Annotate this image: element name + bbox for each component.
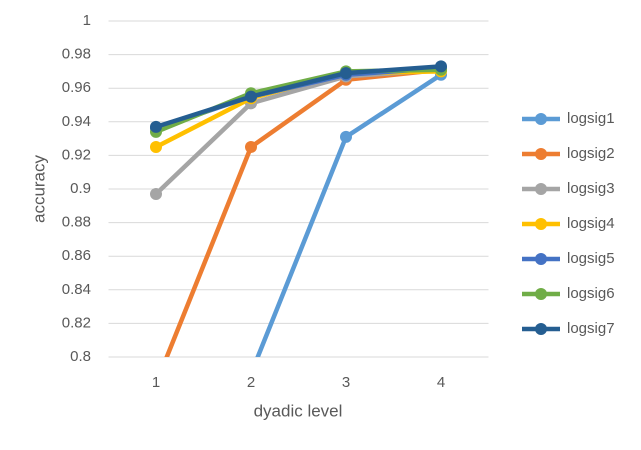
y-tick-label: 0.84 [62,281,91,298]
legend-marker [535,323,547,335]
legend-label: logsig3 [567,180,615,197]
point [340,67,352,80]
point [150,141,162,153]
series-line [155,64,442,129]
legend-label: logsig4 [567,215,615,232]
y-axis-title: accuracy [29,154,48,223]
legend-marker [535,183,547,195]
point [150,120,162,133]
x-tick-label: 1 [152,374,160,391]
point [435,60,447,73]
legend-marker [535,148,547,160]
point [150,188,162,201]
y-tick-label: 0.98 [62,46,91,63]
legend-marker [535,288,547,300]
legend-marker [535,253,547,265]
y-tick-label: 0.94 [62,113,91,130]
y-tick-label: 0.8 [70,348,91,365]
y-tick-label: 0.92 [62,146,91,163]
x-tick-label: 2 [247,374,255,391]
legend-marker [535,218,547,230]
y-tick-label: 0.86 [62,247,91,264]
y-tick-label: 0.88 [62,214,91,231]
y-tick-label: 1 [83,12,91,29]
legend-label: logsig1 [567,110,615,127]
legend: logsig1 logsig2 logsig3 logsig4 logsig5 logsi… [522,110,615,337]
legend-label: logsig5 [567,250,615,267]
plot-area [150,60,447,357]
x-tick-label: 4 [437,374,445,391]
point [340,130,352,143]
legend-label: logsig7 [567,320,615,337]
x-tick-label: 3 [342,374,350,391]
legend-marker [535,113,547,125]
series-line [255,72,443,357]
point [245,141,257,153]
y-tick-label: 0.82 [62,314,91,331]
point [245,90,257,103]
legend-label: logsig6 [567,285,615,302]
legend-label: logsig2 [567,145,615,162]
series-line [155,65,442,131]
y-tick-label: 0.96 [62,79,91,96]
y-tick-label: 0.9 [70,180,91,197]
x-axis-title: dyadic level [254,401,343,420]
